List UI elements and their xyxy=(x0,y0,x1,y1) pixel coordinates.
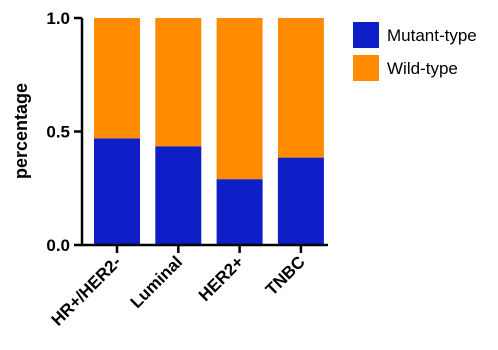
bar-mutant-type-3 xyxy=(277,157,324,245)
x-tick-label-0: HR+/HER2- xyxy=(48,252,125,329)
x-tick-label-3: TNBC xyxy=(262,252,309,299)
bar-wild-type-3 xyxy=(277,18,324,158)
bar-wild-type-1 xyxy=(155,18,202,147)
legend-label-0: Mutant-type xyxy=(387,26,477,45)
bar-mutant-type-0 xyxy=(94,138,140,245)
x-ticks-group: HR+/HER2- Luminal HER2+ TNBC xyxy=(48,245,309,330)
y-tick-label-1: 0.5 xyxy=(46,123,70,142)
y-tick-label-0: 0.0 xyxy=(46,236,70,255)
legend-swatch-1 xyxy=(353,55,379,81)
bar-wild-type-0 xyxy=(94,18,140,139)
y-tick-label-2: 1.0 xyxy=(46,9,70,28)
bars-group xyxy=(94,18,324,245)
x-tick-label-2: HER2+ xyxy=(195,252,248,305)
x-tick-label-1: Luminal xyxy=(127,252,187,312)
bar-mutant-type-2 xyxy=(216,179,263,245)
legend: Mutant-type Wild-type xyxy=(353,22,477,81)
y-axis-title: percentage xyxy=(11,83,31,179)
bar-mutant-type-1 xyxy=(155,146,202,245)
y-ticks-group: 0.0 0.5 1.0 xyxy=(46,9,82,255)
bar-wild-type-2 xyxy=(216,18,263,180)
legend-swatch-0 xyxy=(353,22,379,48)
legend-label-1: Wild-type xyxy=(387,59,458,78)
